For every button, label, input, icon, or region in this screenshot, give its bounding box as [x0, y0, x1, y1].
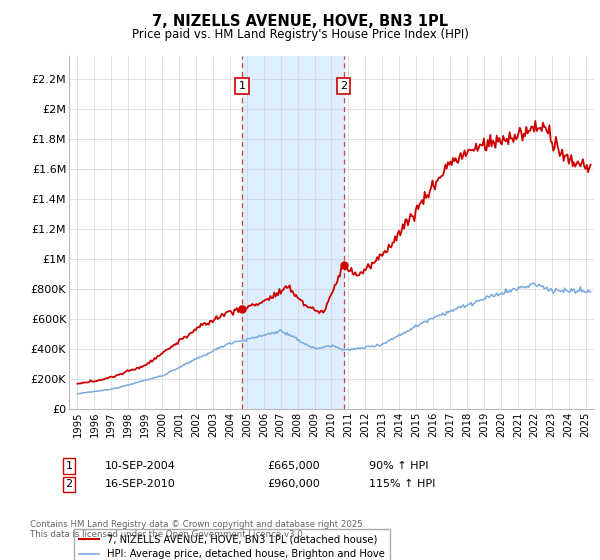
Text: 7, NIZELLS AVENUE, HOVE, BN3 1PL: 7, NIZELLS AVENUE, HOVE, BN3 1PL: [152, 14, 448, 29]
Text: 1: 1: [238, 81, 245, 91]
Text: 10-SEP-2004: 10-SEP-2004: [105, 461, 176, 471]
Text: 1: 1: [65, 461, 73, 471]
Text: 90% ↑ HPI: 90% ↑ HPI: [369, 461, 428, 471]
Text: 16-SEP-2010: 16-SEP-2010: [105, 479, 176, 489]
Text: 2: 2: [340, 81, 347, 91]
Text: Contains HM Land Registry data © Crown copyright and database right 2025.
This d: Contains HM Land Registry data © Crown c…: [30, 520, 365, 539]
Text: 2: 2: [65, 479, 73, 489]
Text: Price paid vs. HM Land Registry's House Price Index (HPI): Price paid vs. HM Land Registry's House …: [131, 28, 469, 41]
Text: £665,000: £665,000: [267, 461, 320, 471]
Legend: 7, NIZELLS AVENUE, HOVE, BN3 1PL (detached house), HPI: Average price, detached : 7, NIZELLS AVENUE, HOVE, BN3 1PL (detach…: [74, 529, 390, 560]
Bar: [242, 56, 344, 409]
Text: 115% ↑ HPI: 115% ↑ HPI: [369, 479, 436, 489]
Text: £960,000: £960,000: [267, 479, 320, 489]
